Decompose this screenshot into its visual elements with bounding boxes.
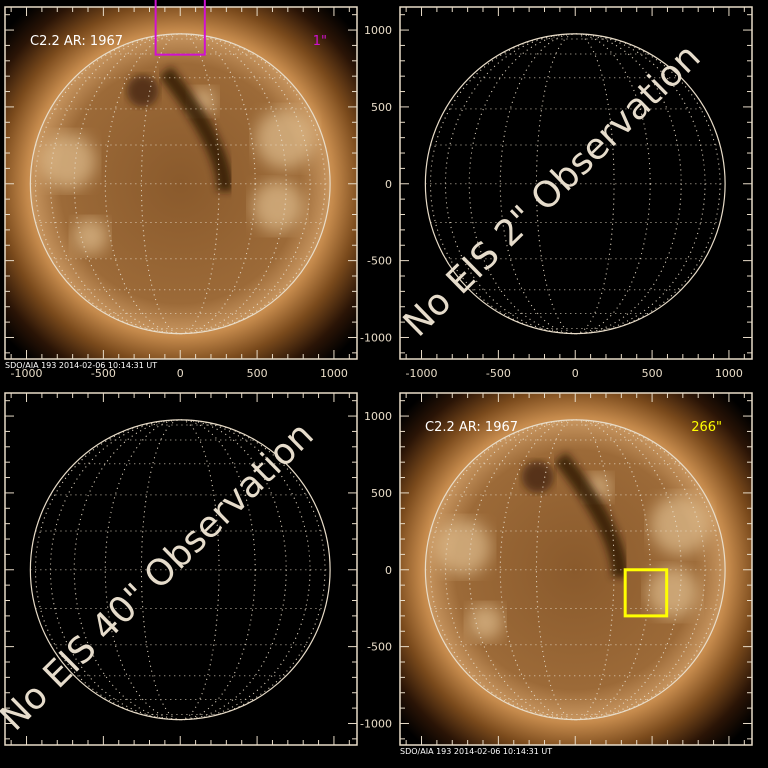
flare-label: C2.2 AR: 1967 (30, 34, 123, 49)
coronal-hole (521, 460, 554, 493)
panel-tr: -1000 -1000 -500 -500 0 0 500 500 1000 1000 No EIS… (360, 6, 753, 380)
image-footer: SDO/AIA 193 2014-02-06 10:14:31 UT (5, 361, 157, 370)
longitude-line (468, 33, 682, 335)
coronal-hole (553, 452, 629, 578)
longitude-line (429, 33, 721, 335)
longitude-line (140, 419, 220, 721)
longitude-line (104, 33, 256, 335)
x-tick-label: -1000 (406, 367, 438, 380)
y-tick-label: 500 (371, 101, 392, 114)
limb (424, 33, 726, 335)
longitude-line (429, 419, 721, 721)
x-tick-label: 500 (247, 367, 268, 380)
plot-frame (4, 6, 358, 360)
coronal-hole (126, 74, 159, 107)
y-tick-label: 0 (385, 178, 392, 191)
longitude-line (49, 33, 311, 335)
active-region (251, 180, 304, 233)
x-tick-label: 1000 (715, 367, 743, 380)
longitude-line (49, 419, 311, 721)
active-region (646, 566, 699, 619)
no-observation-text: No EIS 2" Observation (396, 36, 709, 344)
longitude-line (499, 33, 651, 335)
lat-lon-grid (30, 33, 331, 335)
limb (29, 419, 331, 721)
lat-lon-grid (425, 33, 726, 335)
solar-disk (30, 33, 331, 334)
x-tick-label: 0 (177, 367, 184, 380)
longitude-line (140, 33, 220, 335)
longitude-line (535, 33, 615, 335)
solar-disk (425, 419, 726, 720)
y-tick-label: 500 (371, 487, 392, 500)
longitude-line (34, 33, 326, 335)
y-tick-label: -500 (367, 255, 392, 268)
y-tick-label: 0 (385, 564, 392, 577)
limb (29, 33, 331, 335)
x-tick-label: -1000 (11, 367, 43, 380)
solar-image (5, 7, 357, 359)
y-tick-label: 1000 (364, 410, 392, 423)
limb (424, 419, 726, 721)
flare-label: C2.2 AR: 1967 (425, 420, 518, 435)
longitude-line (104, 419, 256, 721)
panel-tl: -1000 -500 0 500 1000 C2.2 AR: 1967 1" SDO/AIA … (4, 0, 358, 380)
x-tick-label: 1000 (320, 367, 348, 380)
longitude-line (73, 33, 287, 335)
image-footer: SDO/AIA 193 2014-02-06 10:14:31 UT (400, 747, 552, 756)
eis-fov-box (623, 568, 669, 618)
panel-br: -1000 -500 0 500 1000 C2.2 AR: 1967 266" SDO/AI… (360, 392, 753, 756)
plot-frame (399, 392, 753, 746)
lat-lon-grid (30, 419, 331, 721)
y-tick-label: 1000 (364, 24, 392, 37)
y-tick-label: -500 (367, 641, 392, 654)
active-region (72, 218, 109, 255)
x-tick-label: 0 (572, 367, 579, 380)
x-tick-label: -500 (91, 367, 116, 380)
x-tick-label: -500 (486, 367, 511, 380)
y-tick-label: -1000 (360, 717, 392, 730)
active-region (255, 108, 316, 169)
y-tick-label: -1000 (360, 331, 392, 344)
eis-fov-box (154, 0, 206, 56)
panel-bl: No EIS 40" Observation (0, 392, 358, 746)
longitude-line (468, 419, 682, 721)
fov-label: 1" (313, 34, 327, 49)
active-region (467, 604, 504, 641)
active-region (650, 494, 711, 555)
active-region (434, 519, 491, 576)
active-region (39, 133, 96, 190)
no-observation-text: No EIS 40" Observation (0, 414, 322, 738)
longitude-line (535, 419, 615, 721)
longitude-line (34, 419, 326, 721)
longitude-line (73, 419, 287, 721)
coronal-hole (158, 66, 234, 192)
x-tick-label: 500 (642, 367, 663, 380)
solar-image (400, 393, 752, 745)
plot-frame (4, 392, 358, 746)
fov-label: 266" (691, 420, 722, 435)
plot-frame (399, 6, 753, 360)
